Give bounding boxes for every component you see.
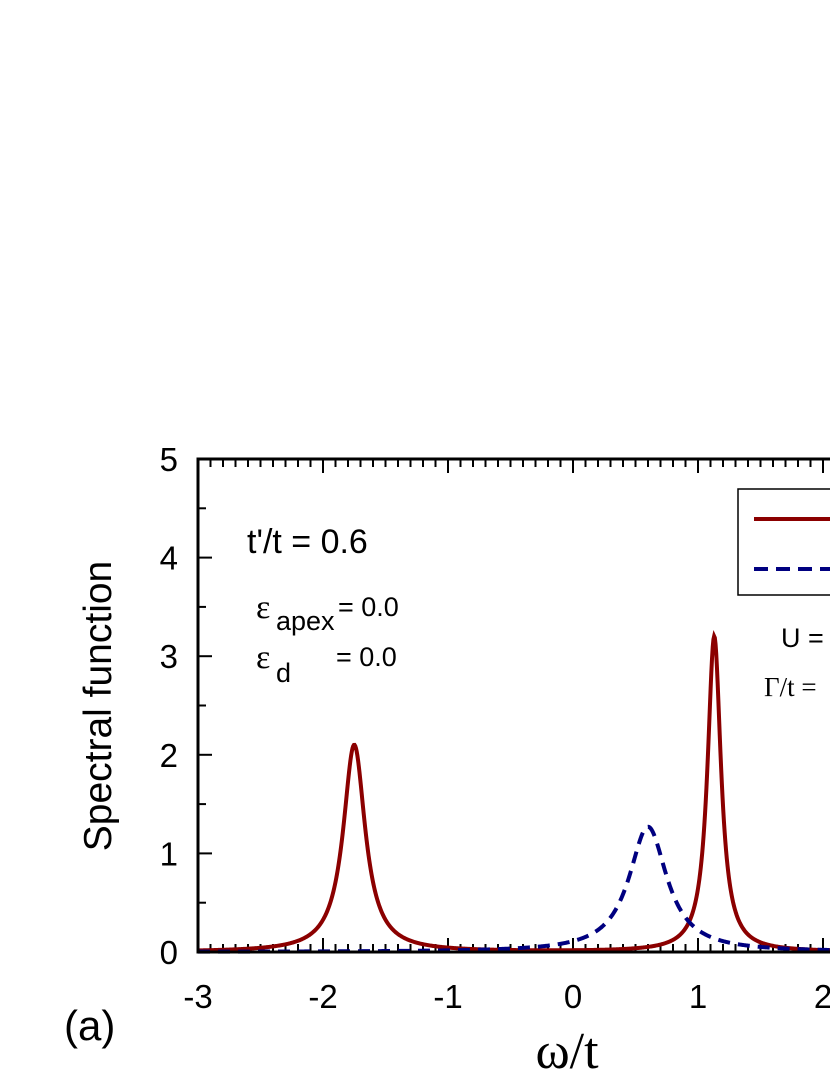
plot-frame: [196, 457, 830, 954]
y-tick-label: 5: [160, 441, 178, 478]
eps-d-symbol: ε: [256, 639, 270, 676]
y-tick-label: 4: [160, 540, 178, 577]
legend: [737, 488, 830, 596]
eps-d-value: = 0.0: [336, 642, 397, 672]
y-tick-label: 0: [160, 934, 178, 971]
u-annotation: U =: [781, 623, 824, 653]
x-tick-label: -3: [183, 978, 212, 1015]
eps-d-subscript: d: [276, 658, 291, 688]
y-tick-label: 1: [160, 835, 178, 872]
tprime-annotation: t'/t = 0.6: [247, 523, 368, 561]
x-tick-label: 2: [814, 978, 830, 1015]
y-axis-label: Spectral function: [77, 561, 120, 852]
x-tick-label: -2: [308, 978, 337, 1015]
eps-apex-value: = 0.0: [338, 592, 399, 622]
x-tick-label: -1: [433, 978, 462, 1015]
x-tick-label: 1: [689, 978, 707, 1015]
tick-labels: -3 -2 -1 0 1 2 0 1 2 3 4 5: [160, 441, 830, 1015]
series-line-dashed: [198, 824, 830, 954]
panel-label: (a): [64, 1002, 115, 1049]
eps-apex-subscript: apex: [276, 606, 335, 636]
legend-box: [737, 488, 830, 596]
x-axis-label: ω/t: [535, 1023, 599, 1075]
x-tick-label: 0: [564, 978, 582, 1015]
y-tick-label: 2: [160, 737, 178, 774]
eps-apex-symbol: ε: [256, 589, 270, 626]
y-tick-label: 3: [160, 638, 178, 675]
series-line-solid: [197, 629, 830, 953]
gamma-annotation: Γ/t =: [764, 672, 817, 702]
chart-curves: [197, 629, 830, 954]
